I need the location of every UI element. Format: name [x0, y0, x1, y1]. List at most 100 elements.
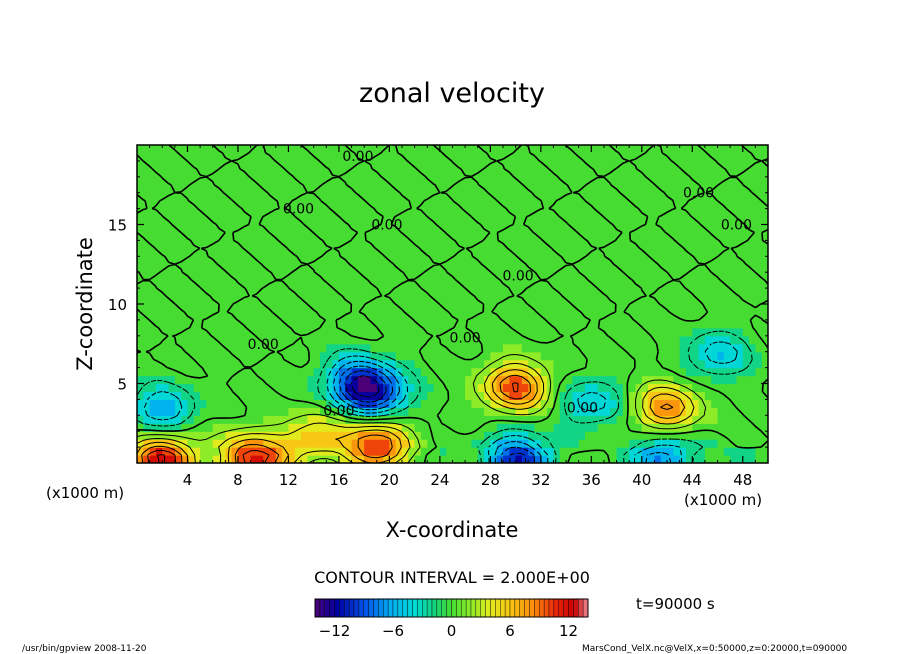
field-cell [534, 160, 542, 170]
field-cell [364, 439, 372, 448]
field-cell [395, 423, 403, 432]
field-cell [307, 224, 315, 234]
field-cell [383, 224, 390, 234]
field-cell [231, 256, 239, 265]
field-cell [755, 240, 763, 249]
field-cell [585, 184, 592, 194]
field-cell [225, 327, 233, 337]
colorbar-frame [314, 598, 589, 618]
field-cell [742, 311, 750, 321]
field-cell [307, 447, 315, 456]
field-cell [723, 200, 731, 210]
field-cell [711, 383, 719, 393]
field-cell [294, 184, 302, 194]
field-cell [212, 152, 220, 162]
field-cell [345, 391, 353, 400]
field-cell [742, 399, 750, 408]
field-cell [256, 208, 264, 218]
field-cell [452, 216, 460, 226]
field-cell [174, 399, 182, 408]
field-cell [679, 447, 687, 456]
field-cell [364, 383, 372, 393]
field-cell [326, 288, 334, 297]
field-cell [723, 272, 731, 281]
field-cell [458, 359, 466, 369]
field-cell [155, 240, 163, 249]
field-cell [458, 319, 466, 329]
field-cell [408, 391, 416, 400]
field-cell [357, 176, 365, 186]
field-cell [427, 335, 435, 345]
field-cell [521, 311, 529, 321]
field-cell [389, 431, 397, 440]
colorbar-segment [475, 598, 481, 618]
field-cell [244, 327, 252, 337]
field-cell [326, 391, 334, 400]
field-cell [566, 327, 573, 337]
field-cell [540, 375, 548, 385]
field-cell [685, 327, 693, 337]
field-cell [667, 168, 674, 178]
field-cell [704, 375, 712, 385]
field-cell [553, 351, 561, 361]
field-cell [566, 200, 573, 210]
field-cell [439, 311, 447, 321]
field-cell [717, 351, 725, 361]
field-cell [244, 367, 252, 377]
field-cell [345, 343, 353, 353]
field-cell [660, 447, 668, 456]
field-cell [585, 280, 592, 289]
field-cell [193, 439, 201, 448]
field-cell [547, 184, 555, 194]
field-cell [364, 216, 372, 226]
colorbar-segment [383, 598, 389, 618]
field-cell [155, 423, 163, 432]
field-cell [427, 296, 435, 305]
field-cell [685, 383, 693, 393]
field-cell [345, 208, 353, 218]
field-cell [307, 264, 315, 273]
field-cell [345, 256, 353, 265]
field-cell [490, 383, 498, 393]
field-cell [603, 160, 611, 170]
field-cell [414, 160, 422, 170]
field-cell [534, 343, 542, 353]
field-cell [458, 176, 466, 186]
field-cell [648, 296, 656, 305]
field-cell [540, 152, 548, 162]
field-cell [294, 168, 302, 178]
field-cell [376, 168, 384, 178]
field-cell [187, 208, 195, 218]
field-cell [673, 168, 681, 178]
field-cell [477, 208, 485, 218]
x-tick-label: 36 [582, 471, 601, 489]
field-cell [370, 145, 378, 154]
field-cell [477, 280, 485, 289]
field-cell [572, 327, 580, 337]
field-cell [749, 280, 756, 289]
field-cell [137, 335, 144, 345]
field-cell [137, 200, 144, 210]
field-cell [641, 280, 649, 289]
field-cell [231, 184, 239, 194]
field-cell [446, 208, 454, 218]
field-cell [603, 335, 611, 345]
field-cell [717, 280, 725, 289]
field-cell [206, 240, 214, 249]
field-cell [338, 367, 346, 377]
field-cell [219, 367, 226, 377]
field-cell [679, 296, 687, 305]
field-cell [294, 391, 302, 400]
field-cell [736, 200, 744, 210]
field-cell [692, 145, 700, 154]
field-cell [616, 383, 624, 393]
field-cell [301, 407, 308, 416]
field-cell [269, 168, 277, 178]
field-cell [616, 399, 624, 408]
field-cell [433, 168, 441, 178]
field-cell [319, 311, 327, 321]
field-cell [376, 256, 384, 265]
field-cell [301, 264, 308, 273]
field-cell [749, 327, 756, 337]
field-cell [149, 184, 157, 194]
